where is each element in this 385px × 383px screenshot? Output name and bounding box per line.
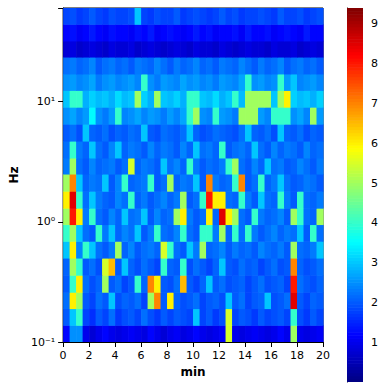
svg-text:Hz: Hz bbox=[7, 166, 21, 183]
svg-text:10⁰: 10⁰ bbox=[37, 215, 56, 228]
svg-text:8: 8 bbox=[371, 57, 378, 70]
svg-text:12: 12 bbox=[212, 349, 226, 362]
svg-text:6: 6 bbox=[371, 137, 378, 150]
svg-text:8: 8 bbox=[164, 349, 171, 362]
svg-text:3: 3 bbox=[371, 256, 378, 269]
svg-text:1: 1 bbox=[371, 336, 378, 349]
svg-text:14: 14 bbox=[238, 349, 252, 362]
svg-text:9: 9 bbox=[371, 17, 378, 30]
svg-text:0: 0 bbox=[60, 349, 67, 362]
svg-text:2: 2 bbox=[371, 296, 378, 309]
svg-text:2: 2 bbox=[86, 349, 93, 362]
svg-text:18: 18 bbox=[290, 349, 304, 362]
svg-text:min: min bbox=[180, 365, 205, 379]
svg-text:4: 4 bbox=[112, 349, 119, 362]
svg-text:16: 16 bbox=[264, 349, 278, 362]
svg-text:20: 20 bbox=[316, 349, 330, 362]
svg-text:10¹: 10¹ bbox=[37, 95, 55, 108]
svg-text:10: 10 bbox=[186, 349, 200, 362]
svg-text:6: 6 bbox=[138, 349, 145, 362]
svg-text:4: 4 bbox=[371, 216, 378, 229]
svg-text:5: 5 bbox=[371, 177, 378, 190]
svg-text:10⁻¹: 10⁻¹ bbox=[31, 336, 55, 349]
svg-text:7: 7 bbox=[371, 97, 378, 110]
